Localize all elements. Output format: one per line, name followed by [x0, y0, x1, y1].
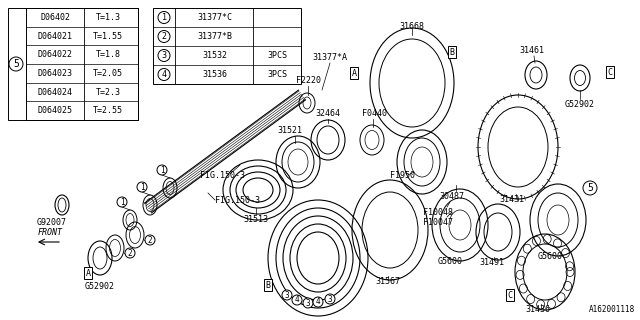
Circle shape [282, 290, 292, 300]
Circle shape [158, 30, 170, 43]
Circle shape [9, 57, 23, 71]
Text: 3: 3 [161, 51, 166, 60]
Text: D064022: D064022 [38, 50, 72, 59]
Text: 3: 3 [328, 294, 332, 303]
Circle shape [117, 197, 127, 207]
Text: 31377*A: 31377*A [312, 53, 348, 62]
Text: 1: 1 [140, 182, 144, 191]
Text: 4: 4 [316, 298, 320, 307]
Text: 5: 5 [587, 183, 593, 193]
Text: F10047: F10047 [423, 218, 453, 227]
Text: G92007: G92007 [37, 218, 67, 227]
Text: G5600: G5600 [438, 257, 463, 266]
Text: D064024: D064024 [38, 87, 72, 97]
Text: B: B [449, 47, 454, 57]
Text: T=2.3: T=2.3 [95, 87, 120, 97]
Text: T=1.55: T=1.55 [93, 31, 123, 41]
Text: 31536: 31536 [202, 70, 227, 79]
Text: 31513: 31513 [243, 215, 269, 224]
Text: C: C [508, 291, 513, 300]
Text: T=1.8: T=1.8 [95, 50, 120, 59]
Text: FRONT: FRONT [38, 228, 63, 237]
Circle shape [158, 50, 170, 61]
Text: D06402: D06402 [40, 13, 70, 22]
Text: 3PCS: 3PCS [267, 70, 287, 79]
Text: 4: 4 [294, 295, 300, 305]
Text: 3PCS: 3PCS [267, 51, 287, 60]
Text: 2: 2 [148, 236, 152, 244]
Text: 2: 2 [128, 249, 132, 258]
Text: 5: 5 [13, 59, 19, 69]
Circle shape [125, 248, 135, 258]
Text: 31521: 31521 [278, 126, 303, 135]
Text: F2220: F2220 [296, 76, 321, 85]
Text: A: A [86, 268, 90, 277]
Text: 31431: 31431 [499, 195, 525, 204]
Circle shape [157, 165, 167, 175]
Bar [26, 8, 138, 120]
Text: 3: 3 [285, 291, 289, 300]
Text: F1950: F1950 [390, 171, 415, 180]
Text: T=2.55: T=2.55 [93, 106, 123, 115]
Text: G52902: G52902 [85, 282, 115, 291]
Text: FIG.150-3: FIG.150-3 [215, 196, 260, 204]
Text: A162001118: A162001118 [589, 305, 635, 314]
Text: F0440: F0440 [362, 109, 387, 118]
Text: D064025: D064025 [38, 106, 72, 115]
Text: 4: 4 [161, 70, 166, 79]
Text: T=1.3: T=1.3 [95, 13, 120, 22]
Bar [153, 8, 301, 84]
Text: G5600: G5600 [538, 252, 563, 261]
Text: D064021: D064021 [38, 31, 72, 41]
Text: 30487: 30487 [440, 192, 465, 201]
Text: B: B [266, 281, 271, 290]
Text: 31461: 31461 [520, 46, 545, 55]
Text: 1: 1 [161, 13, 166, 22]
Text: 31491: 31491 [479, 258, 504, 267]
Text: 31567: 31567 [376, 277, 401, 286]
Text: 31436: 31436 [525, 305, 550, 314]
Text: FIG.150-3: FIG.150-3 [200, 171, 245, 180]
Text: 3: 3 [306, 299, 310, 308]
Text: 1: 1 [120, 197, 124, 206]
Circle shape [325, 294, 335, 304]
Text: 31668: 31668 [399, 22, 424, 31]
Text: 31377*B: 31377*B [198, 32, 232, 41]
Text: G52902: G52902 [565, 100, 595, 109]
Circle shape [303, 298, 313, 308]
Bar [8, 8, 138, 120]
Text: A: A [351, 68, 356, 77]
Text: 31377*C: 31377*C [198, 13, 232, 22]
Circle shape [137, 182, 147, 192]
Text: F10048: F10048 [423, 208, 453, 217]
Circle shape [583, 181, 597, 195]
Circle shape [158, 68, 170, 81]
Text: 2: 2 [161, 32, 166, 41]
Text: 32464: 32464 [316, 109, 340, 118]
Circle shape [313, 297, 323, 307]
Circle shape [158, 12, 170, 23]
Circle shape [145, 235, 155, 245]
Text: 31532: 31532 [202, 51, 227, 60]
Circle shape [292, 295, 302, 305]
Text: T=2.05: T=2.05 [93, 69, 123, 78]
Text: 1: 1 [160, 165, 164, 174]
Text: C: C [607, 68, 612, 76]
Text: D064023: D064023 [38, 69, 72, 78]
